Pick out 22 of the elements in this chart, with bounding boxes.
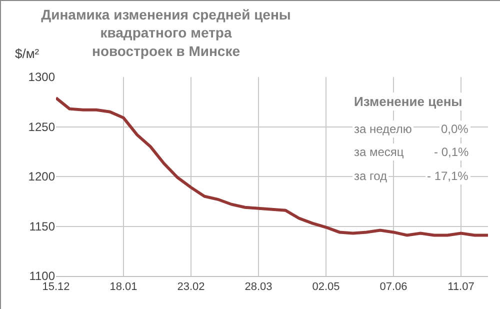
y-tick-label: 1200 [28, 170, 56, 184]
x-tick-label: 11.07 [448, 281, 474, 294]
x-tick-label: 15.12 [42, 281, 70, 294]
annotation: 0,0% [441, 122, 469, 136]
y-tick-label: 1250 [28, 120, 56, 134]
annotation: - 17,1% [427, 169, 469, 183]
annotation: - 0,1% [434, 145, 470, 159]
x-tick-label: 02.05 [312, 281, 340, 294]
x-tick-label: 23.02 [177, 281, 205, 294]
chart-title: Динамика изменения средней цены квадратного метра новостроек в Минске [41, 6, 291, 59]
annotation: за месяц [354, 145, 404, 159]
annotation: за неделю [354, 122, 412, 136]
y-tick-label: 1300 [28, 70, 56, 84]
line-series [56, 96, 488, 237]
y-tick-label: 1100 [29, 269, 56, 284]
annotation: Изменение цены [354, 94, 462, 109]
annotation: за год [354, 169, 388, 183]
x-tick-label: 18.01 [110, 281, 138, 294]
x-tick-label: 07.06 [380, 281, 408, 294]
x-tick-label: 28.03 [244, 281, 272, 294]
y-axis-title: $/м² [15, 46, 40, 61]
y-tick-label: 1150 [29, 219, 56, 234]
